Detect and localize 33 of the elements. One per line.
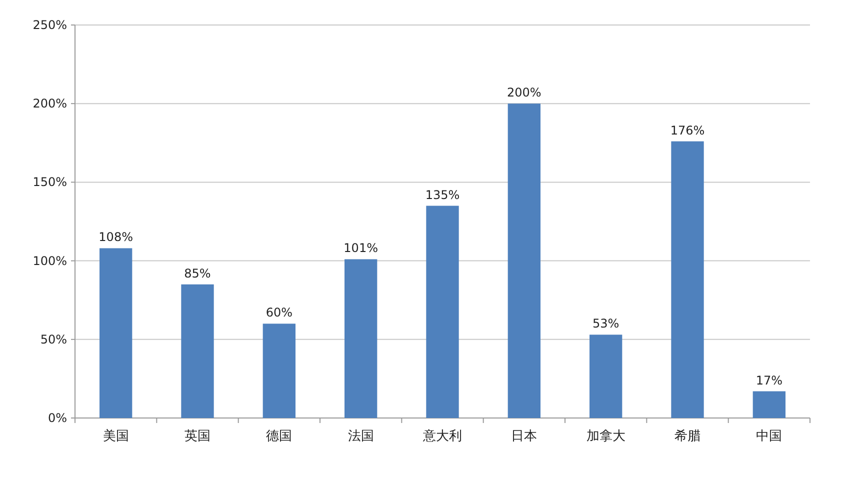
x-tick-label: 加拿大 <box>586 429 626 444</box>
bar <box>671 141 704 418</box>
data-label: 200% <box>507 86 542 100</box>
y-tick-label: 200% <box>32 96 67 111</box>
bar <box>181 284 214 418</box>
x-tick-label: 日本 <box>511 429 538 444</box>
bar <box>100 248 132 418</box>
data-label: 60% <box>266 306 293 320</box>
x-tick-label: 法国 <box>348 429 374 444</box>
x-tick-label: 美国 <box>102 428 129 444</box>
x-tick-label: 中国 <box>756 429 782 444</box>
y-tick-label: 0% <box>48 411 67 425</box>
data-label: 85% <box>184 266 211 280</box>
x-tick-label: 希腊 <box>674 429 700 444</box>
data-label: 176% <box>670 123 705 138</box>
bar <box>590 334 622 418</box>
data-label: 53% <box>592 316 620 331</box>
y-tick-label: 100% <box>32 254 67 268</box>
data-label: 17% <box>756 373 783 388</box>
x-tick-label: 英国 <box>184 429 210 444</box>
data-label: 101% <box>344 241 378 256</box>
data-label: 108% <box>98 230 133 244</box>
x-tick-label: 意大利 <box>422 429 462 444</box>
y-tick-label: 250% <box>32 18 67 32</box>
bar <box>426 206 459 418</box>
bar <box>508 104 540 418</box>
data-label: 135% <box>425 188 460 202</box>
x-tick-label: 德国 <box>266 429 292 444</box>
bar <box>262 324 296 418</box>
bar <box>344 259 378 418</box>
y-tick-label: 50% <box>40 332 67 346</box>
bar <box>752 391 786 418</box>
y-tick-label: 150% <box>32 175 67 190</box>
